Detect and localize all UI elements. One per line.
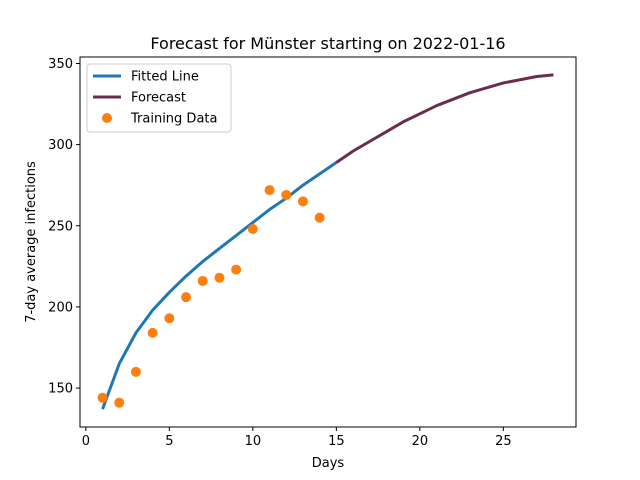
x-tick-label: 0: [82, 434, 90, 449]
data-point: [114, 397, 125, 408]
series-line-1: [335, 73, 554, 164]
x-tick-label: 25: [495, 434, 512, 449]
y-tick-label: 300: [48, 138, 73, 153]
y-tick-label: 250: [48, 219, 73, 234]
data-point: [297, 196, 308, 207]
legend-label: Fitted Line: [131, 70, 199, 85]
legend-marker-swatch: [102, 113, 112, 123]
x-tick-label: 15: [328, 434, 345, 449]
data-point: [130, 366, 141, 377]
data-point: [264, 185, 275, 196]
x-axis-label: Days: [312, 456, 345, 471]
x-tick-label: 10: [245, 434, 262, 449]
plot-area: [97, 73, 554, 410]
data-point: [97, 392, 108, 403]
legend-label: Training Data: [130, 112, 217, 127]
legend-box: [86, 63, 232, 133]
y-axis-label: 7-day average infections: [24, 161, 39, 323]
data-point: [314, 212, 325, 223]
legend-label: Forecast: [131, 91, 186, 106]
data-point: [247, 224, 258, 235]
data-point: [197, 275, 208, 286]
y-tick-label: 200: [48, 300, 73, 315]
data-point: [214, 272, 225, 283]
x-tick-label: 5: [165, 434, 173, 449]
series-line-0: [101, 161, 338, 410]
legend: Fitted Line Forecast Training Data: [86, 63, 232, 133]
x-tick-label: 20: [412, 434, 429, 449]
data-point: [147, 327, 158, 338]
data-point: [164, 313, 175, 324]
chart-title: Forecast for Münster starting on 2022-01…: [150, 34, 505, 53]
axes-frame: [79, 56, 577, 428]
data-point: [181, 292, 192, 303]
y-tick-label: 350: [48, 57, 73, 72]
y-tick-label: 150: [48, 382, 73, 397]
axes: 0 5 10 15 20 25 150 200 250 300 350: [48, 56, 577, 449]
data-point: [281, 189, 292, 200]
data-point: [231, 264, 242, 275]
